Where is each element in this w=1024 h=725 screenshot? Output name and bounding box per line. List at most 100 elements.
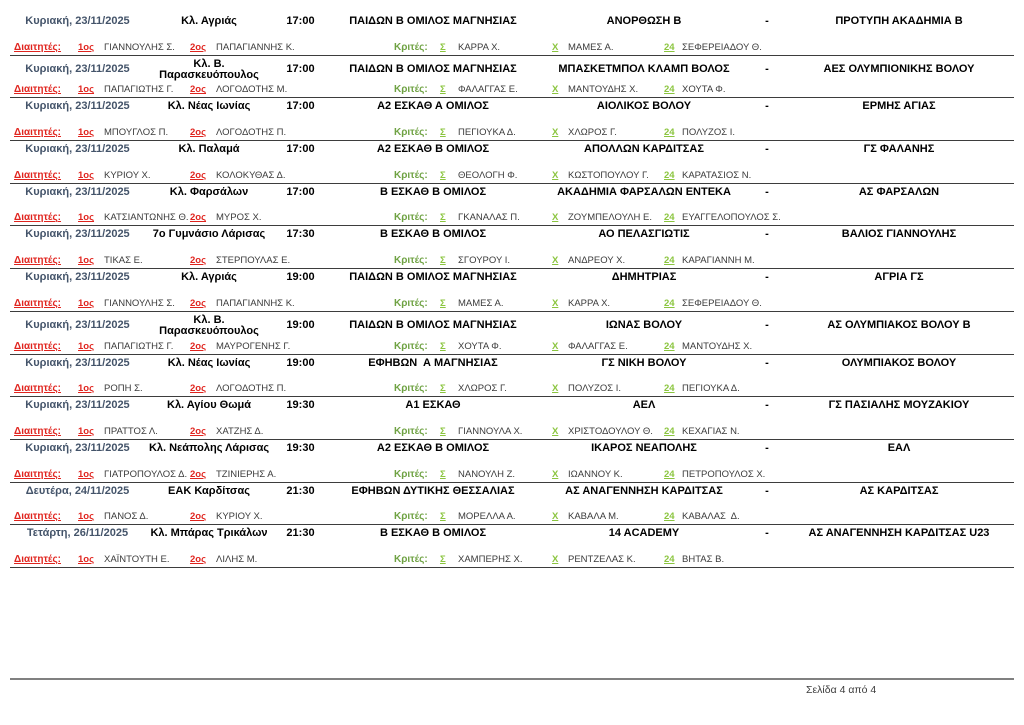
separator-dash: -: [765, 185, 769, 198]
match-time: 21:30: [286, 527, 315, 540]
home-team: ΙΩΝΑΣ ΒΟΛΟΥ: [605, 319, 683, 332]
judge-24-label: 24: [664, 255, 675, 267]
page-number: Σελίδα 4 από 4: [806, 684, 877, 696]
judge-x-name: ΖΟΥΜΠΕΛΟΥΛΗ Ε.: [568, 212, 653, 224]
match-venue: Κλ. Παλαμά: [178, 143, 240, 156]
referee-2-name: ΜΑΥΡΟΓΕΝΗΣ Γ.: [216, 340, 291, 352]
judges-label: Κριτές:: [394, 383, 428, 395]
match-time: 19:30: [286, 399, 315, 412]
judges-label: Κριτές:: [394, 255, 428, 267]
match-block: Κυριακή, 23/11/2025 Κλ. Β. Παρασκευόπουλ…: [10, 56, 1014, 99]
referee-2-name: ΠΑΠΑΓΙΑΝΝΗΣ Κ.: [216, 297, 295, 309]
judge-24-label: 24: [664, 84, 675, 96]
judge-x-name: ΑΝΔΡΕΟΥ Χ.: [568, 255, 626, 267]
referee-2-label: 2ος: [190, 383, 207, 395]
match-league: ΕΦΗΒΩΝ Α ΜΑΓΝΗΣΙΑΣ: [368, 356, 498, 369]
referee-2-name: ΚΥΡΙΟΥ Χ.: [216, 511, 263, 523]
separator-dash: -: [765, 15, 769, 27]
match-league: Α1 ΕΣΚΑΘ: [405, 399, 461, 412]
referees-label: Διαιτητές:: [14, 425, 61, 437]
match-time: 21:30: [286, 484, 315, 497]
judge-x-label: Χ: [552, 468, 559, 480]
judge-s-name: ΜΟΡΕΛΛΑ Α.: [458, 511, 516, 523]
match-block: Τετάρτη, 26/11/2025 Κλ. Μπάρας Τρικάλων …: [10, 525, 1014, 568]
match-time: 17:00: [286, 15, 315, 27]
referee-2-label: 2ος: [190, 511, 207, 523]
match-date: Κυριακή, 23/11/2025: [25, 228, 130, 241]
match-officials-row: Διαιτητές: 1ος ΠΡΑΤΤΟΣ Λ. 2ος ΧΑΤΖΗΣ Δ. …: [10, 426, 1014, 439]
judge-s-label: Σ: [440, 212, 446, 224]
match-main-row: Κυριακή, 23/11/2025 Κλ. Παλαμά 17:00 Α2 …: [10, 141, 1014, 155]
home-team: ΑΟ ΠΕΛΑΣΓΙΩΤΙΣ: [598, 228, 690, 241]
away-team: ΑΣ ΟΛΥΜΠΙΑΚΟΣ ΒΟΛΟΥ Β: [827, 319, 971, 332]
match-officials-row: Διαιτητές: 1ος ΠΑΠΑΓΙΩΤΗΣ Γ. 2ος ΜΑΥΡΟΓΕ…: [10, 341, 1014, 354]
judge-x-name: ΚΑΡΡΑ Χ.: [568, 297, 611, 309]
judge-s-name: ΝΑΝΟΥΛΗ Ζ.: [458, 468, 516, 480]
judge-x-label: Χ: [552, 41, 559, 53]
judges-label: Κριτές:: [394, 511, 428, 523]
referee-1-label: 1ος: [78, 511, 95, 523]
referee-2-label: 2ος: [190, 297, 207, 309]
referee-1-name: ΠΑΠΑΓΙΩΤΗΣ Γ.: [104, 84, 174, 96]
referee-2-name: ΛΟΓΟΔΟΤΗΣ Μ.: [216, 84, 288, 96]
match-block: Κυριακή, 23/11/2025 Κλ. Παλαμά 17:00 Α2 …: [10, 141, 1014, 184]
referee-1-name: ΡΟΠΗ Σ.: [104, 383, 143, 395]
match-officials-row: Διαιτητές: 1ος ΠΑΝΟΣ Δ. 2ος ΚΥΡΙΟΥ Χ. Κρ…: [10, 511, 1014, 524]
referee-1-label: 1ος: [78, 41, 95, 53]
separator-dash: -: [765, 356, 769, 369]
judges-label: Κριτές:: [394, 340, 428, 352]
referees-label: Διαιτητές:: [14, 127, 61, 139]
judge-24-label: 24: [664, 383, 675, 395]
judge-s-name: ΓΙΑΝΝΟΥΛΑ Χ.: [458, 425, 523, 437]
match-date: Κυριακή, 23/11/2025: [25, 185, 130, 198]
match-block: Κυριακή, 23/11/2025 7ο Γυμνάσιο Λάρισας …: [10, 226, 1014, 270]
referees-label: Διαιτητές:: [14, 297, 61, 309]
match-main-row: Κυριακή, 23/11/2025 Κλ. Φαρσάλων 17:00 Β…: [10, 184, 1014, 198]
away-team: ΕΡΜΗΣ ΑΓΙΑΣ: [862, 100, 936, 113]
separator-dash: -: [765, 441, 769, 454]
match-main-row: Κυριακή, 23/11/2025 7ο Γυμνάσιο Λάρισας …: [10, 226, 1014, 240]
match-venue: Κλ. Νεάπολης Λάρισας: [148, 441, 270, 454]
match-block: Κυριακή, 23/11/2025 Κλ. Νεάπολης Λάρισας…: [10, 440, 1014, 483]
referee-1-label: 1ος: [78, 169, 95, 181]
match-officials-row: Διαιτητές: 1ος ΜΠΟΥΓΛΟΣ Π. 2ος ΛΟΓΟΔΟΤΗΣ…: [10, 127, 1014, 140]
away-team: ΑΣ ΑΝΑΓΕΝΝΗΣΗ ΚΑΡΔΙΤΣΑΣ U23: [808, 527, 990, 540]
away-team: ΑΣ ΚΑΡΔΙΤΣΑΣ: [859, 484, 939, 497]
match-time: 17:00: [286, 185, 315, 198]
referees-label: Διαιτητές:: [14, 255, 61, 267]
judge-s-label: Σ: [440, 169, 446, 181]
match-time: 19:00: [286, 271, 315, 284]
match-time: 17:00: [286, 63, 315, 76]
judge-24-name: ΧΟΥΤΑ Φ.: [682, 84, 726, 96]
judge-s-name: ΓΚΑΝΑΛΑΣ Π.: [458, 212, 520, 224]
judge-x-name: ΠΟΛΥΖΟΣ Ι.: [568, 383, 622, 395]
referees-label: Διαιτητές:: [14, 383, 61, 395]
judge-24-label: 24: [664, 553, 675, 565]
judge-24-label: 24: [664, 425, 675, 437]
referees-label: Διαιτητές:: [14, 41, 61, 53]
judges-label: Κριτές:: [394, 84, 428, 96]
home-team: ΑΕΛ: [632, 399, 656, 412]
referee-2-name: ΣΤΕΡΠΟΥΛΑΣ Ε.: [216, 255, 291, 267]
referee-2-name: ΠΑΠΑΓΙΑΝΝΗΣ Κ.: [216, 41, 295, 53]
match-league: Β ΕΣΚΑΘ Β ΟΜΙΛΟΣ: [379, 228, 487, 241]
match-league: Α2 ΕΣΚΑΘ Β ΟΜΙΛΟΣ: [376, 143, 490, 156]
away-team: ΟΛΥΜΠΙΑΚΟΣ ΒΟΛΟΥ: [841, 356, 957, 369]
judge-x-label: Χ: [552, 340, 559, 352]
judges-label: Κριτές:: [394, 169, 428, 181]
away-team: ΑΓΡΙΑ ΓΣ: [874, 271, 924, 284]
match-time: 17:00: [286, 143, 315, 156]
judge-s-label: Σ: [440, 41, 446, 53]
match-date: Κυριακή, 23/11/2025: [25, 143, 130, 156]
judge-x-label: Χ: [552, 255, 559, 267]
referee-1-name: ΓΙΑΝΝΟΥΛΗΣ Σ.: [104, 297, 175, 309]
referee-1-name: ΓΙΑΝΝΟΥΛΗΣ Σ.: [104, 41, 175, 53]
judge-x-name: ΚΩΣΤΟΠΟΥΛΟΥ Γ.: [568, 169, 649, 181]
match-date: Κυριακή, 23/11/2025: [25, 63, 130, 76]
referee-1-name: ΧΑΪΝΤΟΥΤΗ Ε.: [104, 553, 170, 565]
match-block: Κυριακή, 23/11/2025 Κλ. Φαρσάλων 17:00 Β…: [10, 184, 1014, 227]
judge-24-name: ΒΗΤΑΣ Β.: [682, 553, 725, 565]
judges-label: Κριτές:: [394, 425, 428, 437]
match-time: 19:30: [286, 441, 315, 454]
judge-24-name: ΣΕΦΕΡΕΙΑΔΟΥ Θ.: [682, 297, 762, 309]
